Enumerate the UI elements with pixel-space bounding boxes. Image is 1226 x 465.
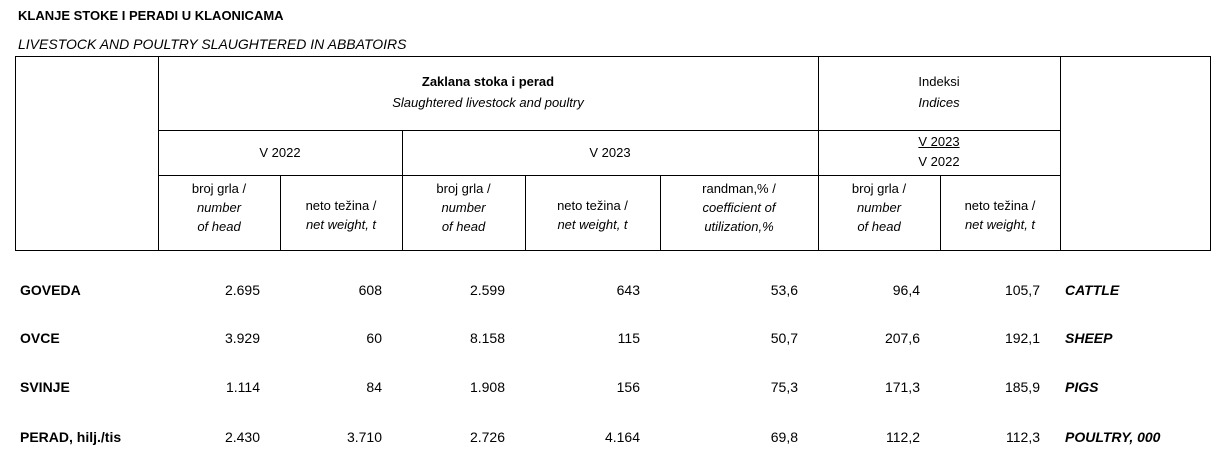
column-header: neto težina /	[305, 198, 377, 213]
period: V 2022	[259, 145, 301, 160]
column-header-en: coefficient of	[702, 200, 776, 215]
row-label-en: CATTLE	[1065, 282, 1120, 298]
cell-value: 3.929	[224, 330, 260, 346]
cell-value: 643	[616, 282, 640, 298]
column-header-en: of head	[197, 219, 241, 234]
row-label: SVINJE	[20, 379, 70, 395]
cell-value: 115	[617, 330, 640, 346]
period: V 2023	[589, 145, 631, 160]
cell-value: 185,9	[1004, 379, 1040, 395]
row-label: PERAD, hilj./tis	[20, 429, 122, 445]
index-numerator: V 2023	[918, 134, 960, 149]
row-label-en: POULTRY, 000	[1065, 429, 1161, 445]
column-header-en: of head	[857, 219, 901, 234]
cell-value: 3.710	[346, 429, 382, 445]
group-subtitle: Indices	[918, 95, 960, 110]
subtitle: LIVESTOCK AND POULTRY SLAUGHTERED IN ABB…	[18, 36, 407, 52]
cell-value: 1.114	[226, 379, 260, 395]
header-cell	[1060, 56, 1211, 251]
cell-value: 4.164	[604, 429, 640, 445]
column-header-en: net weight, t	[305, 217, 377, 232]
column-header: broj grla /	[436, 181, 491, 196]
cell-value: 2.726	[469, 429, 505, 445]
cell-value: 69,8	[770, 429, 798, 445]
cell-value: 50,7	[770, 330, 798, 346]
header-cell	[525, 175, 661, 251]
cell-value: 171,3	[884, 379, 920, 395]
row-label-en: SHEEP	[1065, 330, 1113, 346]
column-header: randman,% /	[702, 181, 776, 196]
cell-value: 2.599	[469, 282, 505, 298]
header-cell	[940, 175, 1061, 251]
group-title: Zaklana stoka i perad	[421, 74, 555, 89]
cell-value: 207,6	[884, 330, 920, 346]
cell-value: 1.908	[469, 379, 505, 395]
cell-value: 105,7	[1004, 282, 1040, 298]
cell-value: 156	[616, 379, 640, 395]
index-denominator: V 2022	[918, 154, 960, 169]
header-cell	[15, 56, 159, 251]
cell-value: 60	[366, 330, 382, 346]
column-header-en: utilization,%	[704, 219, 774, 234]
column-header: neto težina /	[964, 198, 1036, 213]
cell-value: 8.158	[469, 330, 505, 346]
cell-value: 75,3	[770, 379, 798, 395]
cell-value: 96,4	[892, 282, 920, 298]
column-header-en: of head	[441, 219, 486, 234]
cell-value: 608	[358, 282, 382, 298]
column-header-en: number	[196, 200, 242, 215]
row-label: GOVEDA	[20, 282, 81, 298]
row-label-en: PIGS	[1065, 379, 1099, 395]
column-header: broj grla /	[191, 181, 247, 196]
cell-value: 112,2	[886, 429, 920, 445]
cell-value: 53,6	[770, 282, 798, 298]
group-title: Indeksi	[918, 74, 960, 89]
column-header-en: number	[856, 200, 902, 215]
column-header-en: number	[441, 200, 486, 215]
column-header: neto težina /	[557, 198, 628, 213]
title: KLANJE STOKE I PERADI U KLAONICAMA	[18, 8, 284, 23]
group-subtitle: Slaughtered livestock and poultry	[392, 95, 584, 110]
column-header-en: net weight, t	[964, 217, 1036, 232]
header-cell	[158, 56, 819, 131]
header-cell	[280, 175, 403, 251]
cell-value: 112,3	[1006, 429, 1040, 445]
cell-value: 2.430	[224, 429, 260, 445]
column-header: broj grla /	[851, 181, 907, 196]
row-label: OVCE	[20, 330, 60, 346]
cell-value: 192,1	[1004, 330, 1040, 346]
header-cell	[818, 56, 1061, 131]
cell-value: 84	[366, 379, 382, 395]
cell-value: 2.695	[224, 282, 260, 298]
column-header-en: net weight, t	[557, 217, 628, 232]
